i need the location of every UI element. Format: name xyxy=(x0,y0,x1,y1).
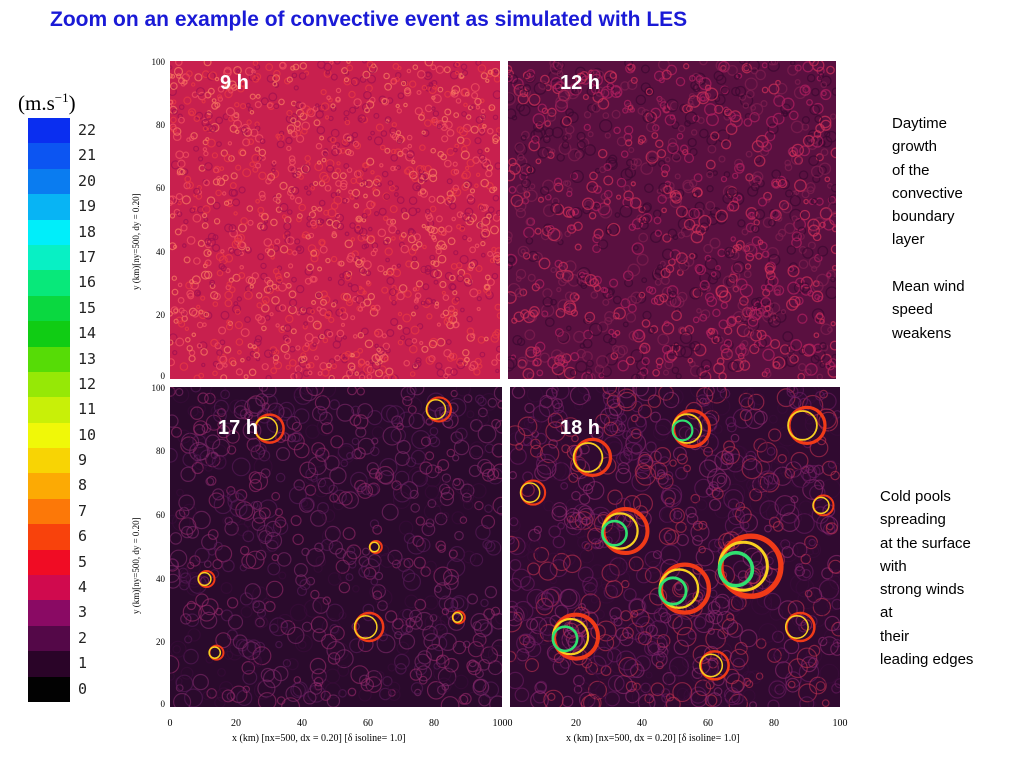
colorbar-swatch-17 xyxy=(28,244,70,271)
x-tick-right-20: 20 xyxy=(571,718,581,729)
colorbar-tick-9: 9 xyxy=(78,451,88,470)
y-tick-top-100: 100 xyxy=(151,57,166,67)
colorbar-tick-22: 22 xyxy=(78,121,97,139)
colorbar-tick-17: 17 xyxy=(78,247,97,266)
y-tick-bottom-20: 20 xyxy=(156,637,165,647)
note-cold-pools: Cold pools spreading at the surface with… xyxy=(880,488,974,669)
x-tick-left-100: 100 xyxy=(492,718,508,729)
panel-label-17h: 17 h xyxy=(218,417,259,439)
panel-field-image xyxy=(510,387,840,707)
colorbar-tick-8: 8 xyxy=(78,476,88,495)
y-tick-top-40: 40 xyxy=(156,247,165,257)
colorbar-swatch-19 xyxy=(28,194,70,220)
note-daytime-growth: Daytime growth of the convective boundar… xyxy=(892,115,965,342)
colorbar-swatch-22 xyxy=(28,118,70,144)
y-tick-bottom-60: 60 xyxy=(156,510,165,520)
colorbar-tick-18: 18 xyxy=(78,222,97,241)
y-tick-top-60: 60 xyxy=(156,183,165,193)
y-tick-bottom-40: 40 xyxy=(156,574,165,584)
x-tick-right-80: 80 xyxy=(769,718,779,729)
colorbar-unit: (m.s−1) xyxy=(18,90,76,116)
x-tick-left-20: 20 xyxy=(231,718,241,729)
slide-title: Zoom on an example of convective event a… xyxy=(50,8,688,31)
colorbar-swatch-16 xyxy=(28,270,70,296)
colorbar-swatch-20 xyxy=(28,168,70,195)
colorbar-swatch-11 xyxy=(28,397,70,423)
y-tick-top-20: 20 xyxy=(156,310,165,320)
colorbar-tick-21: 21 xyxy=(78,146,97,165)
colorbar-swatch-8 xyxy=(28,473,70,499)
colorbar-tick-4: 4 xyxy=(78,578,88,597)
panel-17h xyxy=(170,387,502,707)
colorbar-swatch-12 xyxy=(28,371,70,398)
colorbar-tick-2: 2 xyxy=(78,628,88,647)
y-tick-top-0: 0 xyxy=(160,371,166,381)
colorbar-swatch-5 xyxy=(28,549,70,576)
y-axis-label-top: y (km)[ny=500, dy = 0.20] xyxy=(131,193,141,290)
panel-18h xyxy=(510,387,840,707)
colorbar-swatch-10 xyxy=(28,422,70,449)
colorbar-tick-20: 20 xyxy=(78,171,97,190)
colorbar-swatch-13 xyxy=(28,346,70,372)
y-tick-bottom-0: 0 xyxy=(160,699,166,709)
colorbar-swatch-9 xyxy=(28,448,70,474)
colorbar-swatch-3 xyxy=(28,600,70,626)
colorbar-tick-15: 15 xyxy=(78,298,97,317)
colorbar-tick-19: 19 xyxy=(78,197,97,216)
panel-label-12h: 12 h xyxy=(560,72,601,94)
colorbar-swatch-14 xyxy=(28,321,70,347)
x-axis-label-right: x (km) [nx=500, dx = 0.20] [δ isoline= 1… xyxy=(566,733,740,744)
x-tick-left-60: 60 xyxy=(363,718,373,729)
panel-field-image xyxy=(170,387,502,707)
colorbar-unit-base: (m.s xyxy=(18,91,55,115)
x-tick-right-0: 0 xyxy=(507,718,513,729)
colorbar-tick-3: 3 xyxy=(78,603,88,622)
y-tick-bottom-100: 100 xyxy=(151,383,166,393)
colorbar-swatch-15 xyxy=(28,295,70,322)
colorbar-swatch-4 xyxy=(28,575,70,601)
y-tick-top-80: 80 xyxy=(156,120,165,130)
colorbar-tick-0: 0 xyxy=(78,679,88,698)
colorbar-swatch-7 xyxy=(28,498,70,525)
colorbar-tick-5: 5 xyxy=(78,552,88,571)
colorbar-swatch-1 xyxy=(28,651,70,677)
colorbar-tick-6: 6 xyxy=(78,527,88,546)
panel-12h xyxy=(508,61,836,379)
x-tick-left-80: 80 xyxy=(429,718,439,729)
colorbar-tick-16: 16 xyxy=(78,273,97,292)
colorbar-swatch-6 xyxy=(28,524,70,550)
x-tick-right-60: 60 xyxy=(703,718,713,729)
x-tick-right-100: 100 xyxy=(832,718,848,729)
x-axis-label-left: x (km) [nx=500, dx = 0.20] [δ isoline= 1… xyxy=(232,733,406,744)
colorbar-swatch-2 xyxy=(28,625,70,652)
colorbar-tick-13: 13 xyxy=(78,349,97,368)
colorbar xyxy=(28,118,70,702)
panel-field-image xyxy=(170,61,500,379)
colorbar-swatch-21 xyxy=(28,143,70,169)
y-axis-label-bottom: y (km)[ny=500, dy = 0.20] xyxy=(131,517,141,614)
colorbar-ticks: 22 21 20 19 18 17 16 15 14 13 12 11 10 9 8 7 6 5 4 3 2 1 0 xyxy=(68,118,108,702)
x-tick-right-40: 40 xyxy=(637,718,647,729)
x-tick-left-0: 0 xyxy=(167,718,173,729)
panel-field-image xyxy=(508,61,836,379)
colorbar-tick-12: 12 xyxy=(78,374,97,393)
panel-9h xyxy=(170,61,500,379)
colorbar-unit-exp: −1 xyxy=(54,90,69,105)
colorbar-tick-10: 10 xyxy=(78,425,97,444)
y-tick-bottom-80: 80 xyxy=(156,446,165,456)
x-tick-left-40: 40 xyxy=(297,718,307,729)
colorbar-tick-11: 11 xyxy=(78,400,97,419)
colorbar-swatch-18 xyxy=(28,219,70,245)
panel-label-9h: 9 h xyxy=(220,72,249,94)
panel-label-18h: 18 h xyxy=(560,417,601,439)
colorbar-tick-14: 14 xyxy=(78,324,97,343)
colorbar-tick-7: 7 xyxy=(78,501,88,520)
colorbar-tick-1: 1 xyxy=(78,654,88,673)
colorbar-unit-close: ) xyxy=(68,91,76,115)
colorbar-swatch-0 xyxy=(28,676,70,702)
